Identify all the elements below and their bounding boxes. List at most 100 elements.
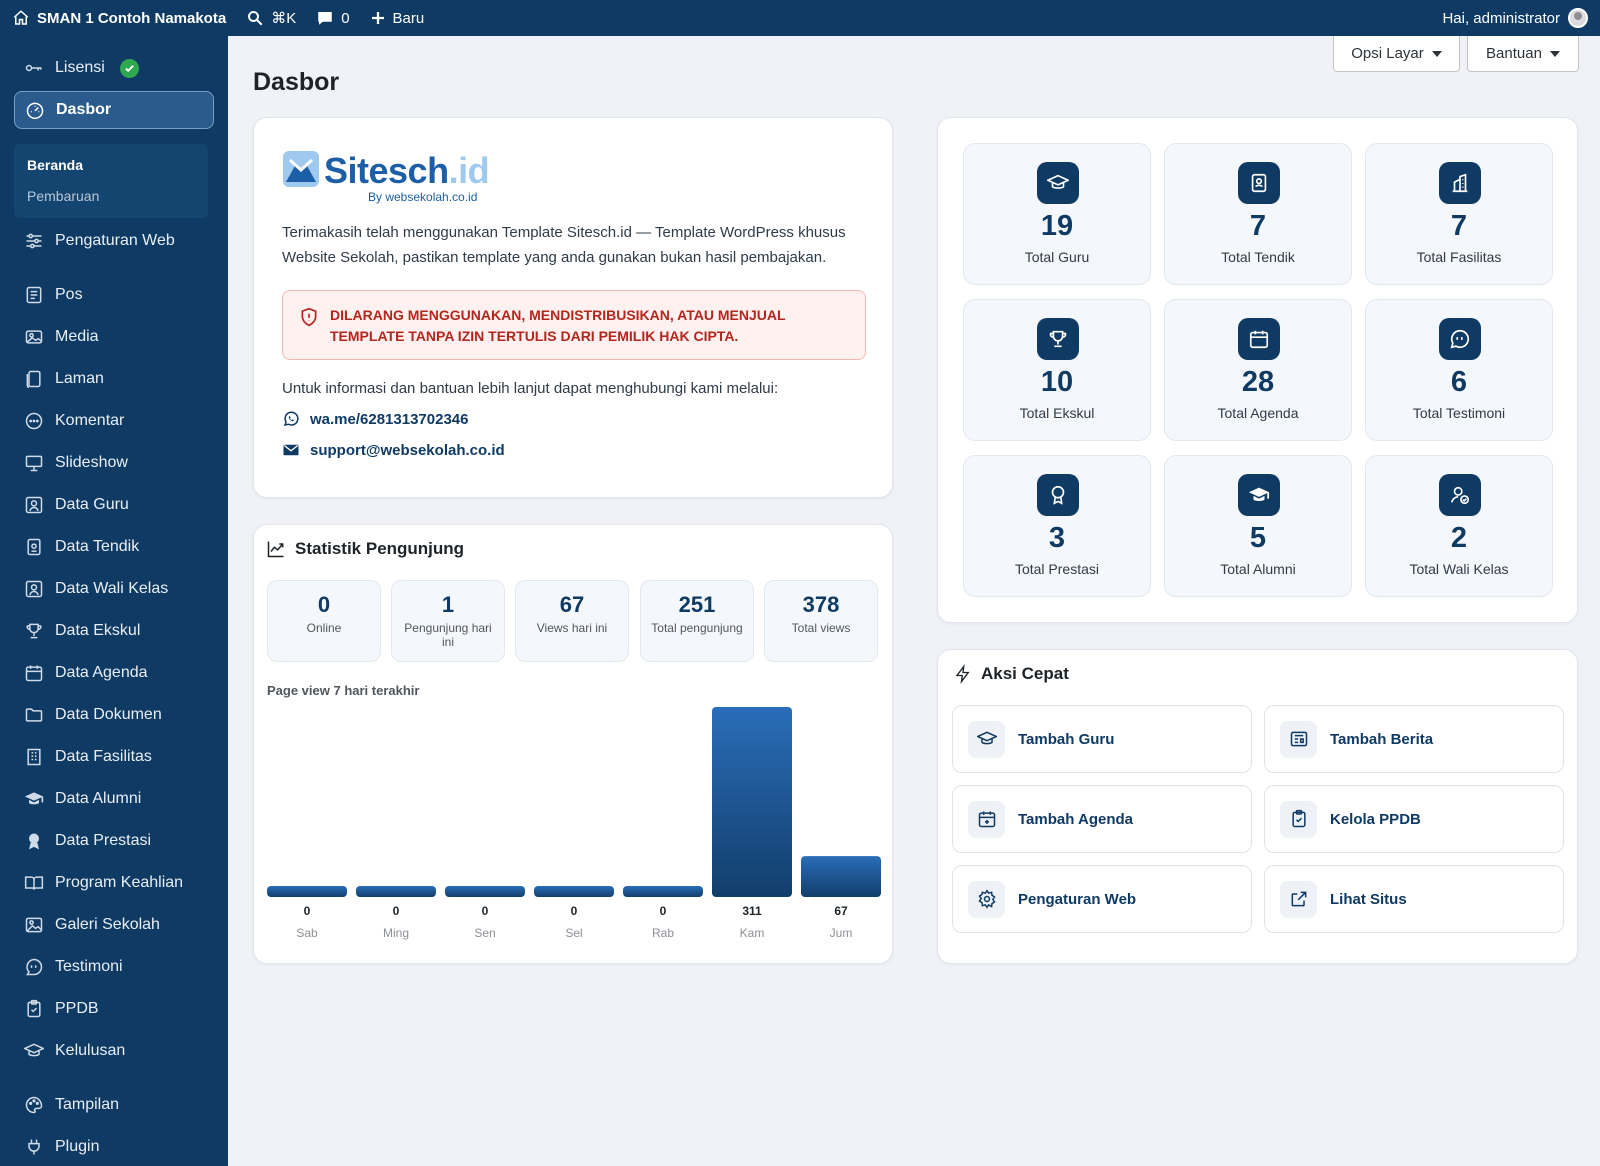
sidebar-item-testimonials[interactable]: Testimoni bbox=[14, 948, 214, 986]
logo-subtitle: By websekolah.co.id bbox=[368, 190, 478, 204]
dashboard-gauge-icon bbox=[25, 100, 45, 120]
screen-options-button[interactable]: Opsi Layar bbox=[1333, 36, 1460, 72]
home-icon bbox=[12, 9, 30, 27]
sidebar-item-label: Data Guru bbox=[55, 496, 129, 513]
user-card-icon bbox=[24, 495, 44, 515]
external-link-icon bbox=[1280, 880, 1317, 918]
sidebar-item-license[interactable]: Lisensi bbox=[14, 49, 214, 87]
counter-value: 3 bbox=[1048, 522, 1066, 554]
book-open-icon bbox=[24, 873, 44, 893]
counter-achievements[interactable]: 3 Total Prestasi bbox=[963, 455, 1151, 597]
sidebar-item-label: Media bbox=[55, 328, 99, 345]
chart-bar-ming bbox=[356, 886, 436, 897]
sidebar-item-label: Data Agenda bbox=[55, 664, 148, 681]
image-icon bbox=[24, 915, 44, 935]
sidebar-item-extracurricular[interactable]: Data Ekskul bbox=[14, 612, 214, 650]
manage-ppdb-button[interactable]: Kelola PPDB bbox=[1264, 785, 1564, 853]
stat-label: Online bbox=[306, 621, 342, 635]
sidebar-item-label: Plugin bbox=[55, 1138, 100, 1155]
chart-category-label: Sel bbox=[565, 926, 582, 940]
quick-actions-title: Aksi Cepat bbox=[981, 664, 1069, 683]
counter-value: 19 bbox=[1040, 210, 1074, 242]
sidebar-item-programs[interactable]: Program Keahlian bbox=[14, 864, 214, 902]
sidebar-item-alumni[interactable]: Data Alumni bbox=[14, 780, 214, 818]
submenu-item-updates[interactable]: Pembaruan bbox=[27, 188, 100, 204]
sidebar-item-teachers[interactable]: Data Guru bbox=[14, 486, 214, 524]
help-button[interactable]: Bantuan bbox=[1467, 36, 1579, 72]
web-settings-button[interactable]: Pengaturan Web bbox=[952, 865, 1252, 933]
sidebar-item-gallery[interactable]: Galeri Sekolah bbox=[14, 906, 214, 944]
email-link[interactable]: support@websekolah.co.id bbox=[282, 441, 505, 459]
site-home-link[interactable]: SMAN 1 Contoh Namakota bbox=[12, 9, 226, 27]
sidebar-item-plugins[interactable]: Plugin bbox=[14, 1128, 214, 1166]
sidebar-item-agenda[interactable]: Data Agenda bbox=[14, 654, 214, 692]
logo-part-2: .id bbox=[448, 150, 490, 191]
contact-intro-text: Untuk informasi dan bantuan lebih lanjut… bbox=[282, 380, 779, 397]
search-button[interactable]: ⌘K bbox=[246, 9, 296, 27]
comment-icon bbox=[24, 411, 44, 431]
sidebar-item-achievements[interactable]: Data Prestasi bbox=[14, 822, 214, 860]
sidebar-item-web-settings[interactable]: Pengaturan Web bbox=[14, 222, 214, 260]
counter-testimonials[interactable]: 6 Total Testimoni bbox=[1365, 299, 1553, 441]
warning-text: DILARANG MENGGUNAKAN, MENDISTRIBUSIKAN, … bbox=[330, 307, 786, 344]
id-badge-icon bbox=[1238, 162, 1280, 204]
counter-homeroom[interactable]: 2 Total Wali Kelas bbox=[1365, 455, 1553, 597]
counter-value: 7 bbox=[1249, 210, 1267, 242]
sidebar-item-staff[interactable]: Data Tendik bbox=[14, 528, 214, 566]
mail-icon bbox=[282, 441, 300, 459]
add-teacher-button[interactable]: Tambah Guru bbox=[952, 705, 1252, 773]
counter-label: Total Wali Kelas bbox=[1409, 561, 1509, 577]
check-icon bbox=[119, 58, 139, 78]
counter-alumni[interactable]: 5 Total Alumni bbox=[1164, 455, 1352, 597]
sidebar-item-appearance[interactable]: Tampilan bbox=[14, 1086, 214, 1124]
building-icon bbox=[1439, 162, 1481, 204]
chart-value-label: 67 bbox=[834, 904, 848, 918]
gear-icon bbox=[968, 880, 1005, 918]
stat-value: 378 bbox=[802, 592, 840, 617]
counter-staff[interactable]: 7 Total Tendik bbox=[1164, 143, 1352, 285]
comments-link[interactable]: 0 bbox=[316, 9, 350, 27]
trophy-icon bbox=[1037, 318, 1079, 360]
sidebar-item-slideshow[interactable]: Slideshow bbox=[14, 444, 214, 482]
chart-category-label: Kam bbox=[740, 926, 765, 940]
view-site-button[interactable]: Lihat Situs bbox=[1264, 865, 1564, 933]
submenu-item-home[interactable]: Beranda bbox=[27, 157, 84, 173]
avatar bbox=[1568, 8, 1588, 28]
sidebar-item-documents[interactable]: Data Dokumen bbox=[14, 696, 214, 734]
screen-options-label: Opsi Layar bbox=[1351, 45, 1424, 62]
sidebar-item-pages[interactable]: Laman bbox=[14, 360, 214, 398]
sidebar-item-dashboard[interactable]: Dasbor bbox=[14, 91, 214, 129]
add-agenda-button[interactable]: Tambah Agenda bbox=[952, 785, 1252, 853]
whatsapp-link[interactable]: wa.me/6281313702346 bbox=[282, 410, 468, 428]
counter-extracurricular[interactable]: 10 Total Ekskul bbox=[963, 299, 1151, 441]
page-icon bbox=[24, 369, 44, 389]
sidebar-item-media[interactable]: Media bbox=[14, 318, 214, 356]
counter-teachers[interactable]: 19 Total Guru bbox=[963, 143, 1151, 285]
quick-action-label: Kelola PPDB bbox=[1330, 810, 1421, 828]
counter-agenda[interactable]: 28 Total Agenda bbox=[1164, 299, 1352, 441]
sidebar-item-graduation[interactable]: Kelulusan bbox=[14, 1032, 214, 1070]
counter-facilities[interactable]: 7 Total Fasilitas bbox=[1365, 143, 1553, 285]
sidebar-item-comments[interactable]: Komentar bbox=[14, 402, 214, 440]
account-menu[interactable]: Hai, administrator bbox=[1442, 8, 1588, 28]
user-card-icon bbox=[24, 579, 44, 599]
folder-icon bbox=[24, 705, 44, 725]
counter-label: Total Agenda bbox=[1217, 405, 1299, 421]
chart-bar-jum bbox=[801, 856, 881, 897]
chart-caption: Page view 7 hari terakhir bbox=[267, 683, 420, 698]
chart-value-label: 0 bbox=[482, 904, 489, 918]
sidebar-item-facilities[interactable]: Data Fasilitas bbox=[14, 738, 214, 776]
sidebar-item-posts[interactable]: Pos bbox=[14, 276, 214, 314]
clipboard-icon bbox=[1280, 800, 1317, 838]
sidebar-item-label: Pengaturan Web bbox=[55, 232, 175, 249]
sidebar-item-label: Slideshow bbox=[55, 454, 128, 471]
calendar-plus-icon bbox=[968, 800, 1005, 838]
new-content-link[interactable]: Baru bbox=[370, 10, 424, 27]
add-news-button[interactable]: Tambah Berita bbox=[1264, 705, 1564, 773]
counters-card: 19 Total Guru 7 Total Tendik 7 Total Fas… bbox=[937, 117, 1578, 623]
chart-value-label: 0 bbox=[304, 904, 311, 918]
sidebar-item-ppdb[interactable]: PPDB bbox=[14, 990, 214, 1028]
sidebar-item-label: Dasbor bbox=[56, 101, 112, 118]
sidebar-item-homeroom[interactable]: Data Wali Kelas bbox=[14, 570, 214, 608]
user-check-icon bbox=[1439, 474, 1481, 516]
